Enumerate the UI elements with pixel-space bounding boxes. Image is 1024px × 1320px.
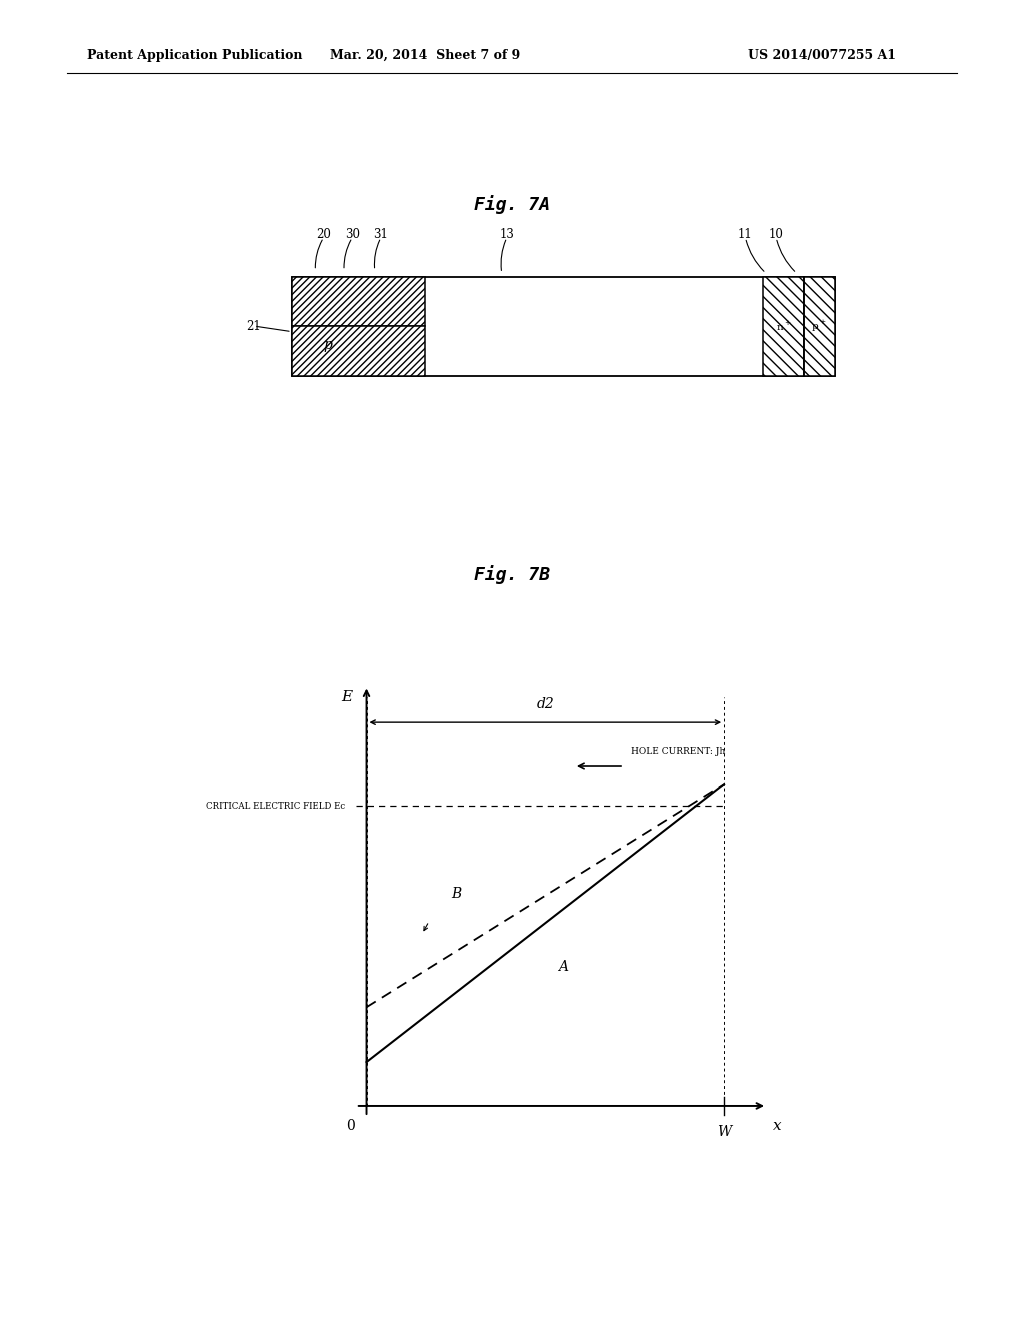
Text: E: E bbox=[341, 689, 352, 704]
Text: p$^+$: p$^+$ bbox=[811, 319, 827, 334]
Text: 20: 20 bbox=[316, 228, 331, 242]
Text: 0: 0 bbox=[346, 1119, 354, 1133]
Text: 11: 11 bbox=[738, 228, 753, 242]
Bar bbox=[763, 277, 804, 376]
Text: 13: 13 bbox=[500, 228, 514, 242]
Text: CRITICAL ELECTRIC FIELD Ec: CRITICAL ELECTRIC FIELD Ec bbox=[206, 801, 345, 810]
Text: Mar. 20, 2014  Sheet 7 of 9: Mar. 20, 2014 Sheet 7 of 9 bbox=[330, 49, 520, 62]
Text: 21: 21 bbox=[247, 319, 261, 333]
Bar bbox=[292, 277, 425, 326]
Bar bbox=[804, 277, 835, 376]
Text: 31: 31 bbox=[374, 228, 388, 242]
Bar bbox=[292, 277, 835, 376]
Text: p: p bbox=[324, 338, 332, 351]
Text: B: B bbox=[451, 887, 461, 902]
Text: A: A bbox=[558, 960, 568, 974]
Text: n$^+$: n$^+$ bbox=[775, 321, 792, 333]
Text: Fig. 7A: Fig. 7A bbox=[474, 195, 550, 214]
Text: 30: 30 bbox=[345, 228, 359, 242]
Text: Fig. 7B: Fig. 7B bbox=[474, 565, 550, 583]
Text: W: W bbox=[717, 1125, 731, 1139]
Text: d2: d2 bbox=[537, 697, 554, 711]
Bar bbox=[292, 326, 425, 376]
Text: x: x bbox=[773, 1119, 782, 1133]
Text: HOLE CURRENT: Jh: HOLE CURRENT: Jh bbox=[631, 747, 726, 756]
Text: Patent Application Publication: Patent Application Publication bbox=[87, 49, 302, 62]
Text: 10: 10 bbox=[769, 228, 783, 242]
Text: US 2014/0077255 A1: US 2014/0077255 A1 bbox=[748, 49, 896, 62]
